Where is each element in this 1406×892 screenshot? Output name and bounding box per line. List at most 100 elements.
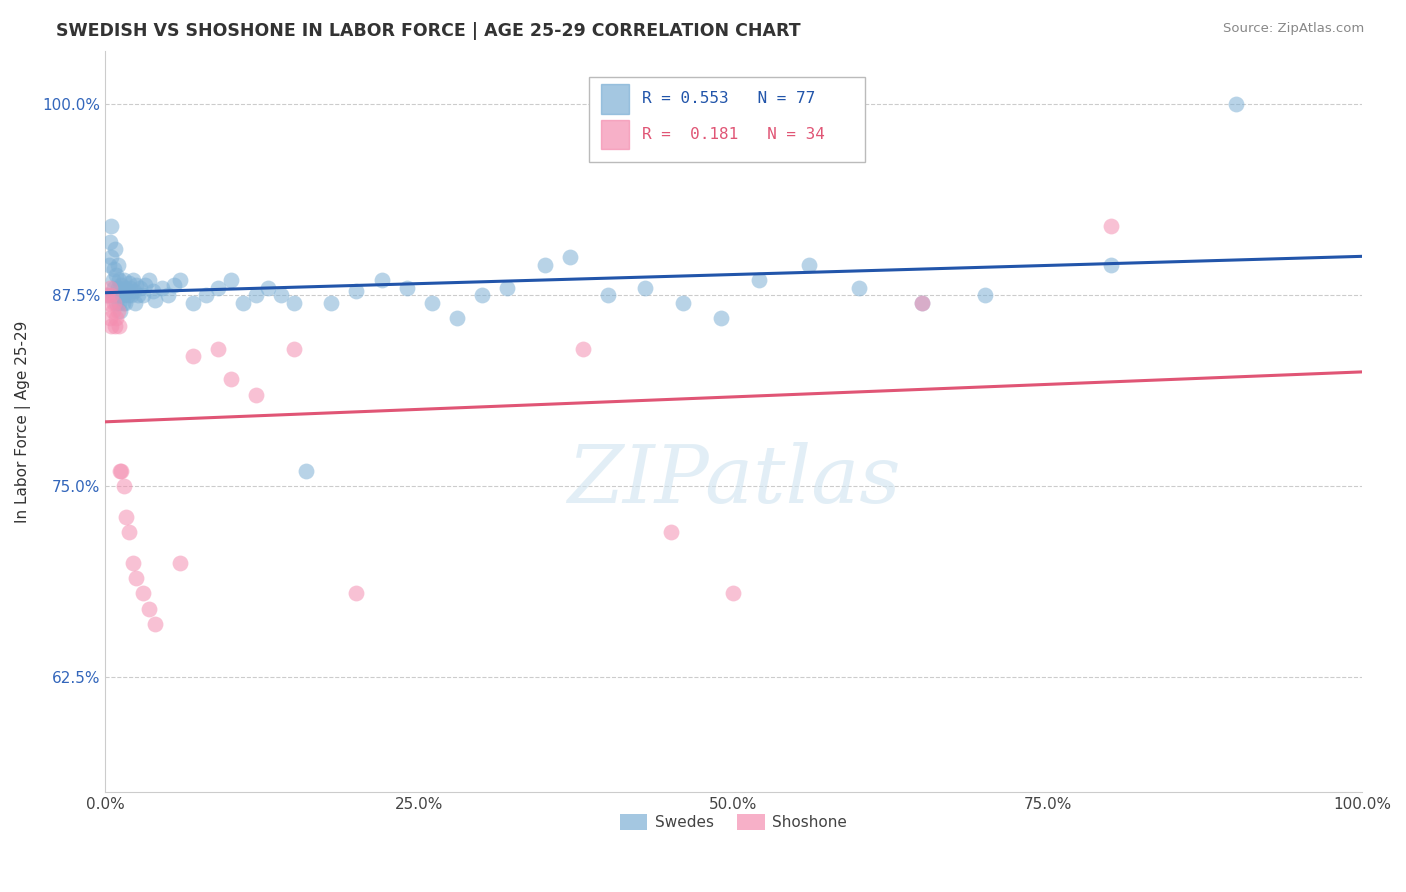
Point xyxy=(321,296,343,310)
Point xyxy=(344,586,367,600)
Point xyxy=(911,296,934,310)
Point xyxy=(107,303,129,318)
Point xyxy=(142,284,165,298)
Point xyxy=(163,277,186,292)
Point xyxy=(446,311,468,326)
Text: R = 0.553   N = 77: R = 0.553 N = 77 xyxy=(641,91,815,106)
Point xyxy=(127,288,149,302)
Point xyxy=(496,280,519,294)
Point xyxy=(710,311,733,326)
Point xyxy=(219,273,242,287)
Point xyxy=(125,571,148,585)
Point xyxy=(131,586,153,600)
Point xyxy=(181,350,204,364)
Point xyxy=(107,273,129,287)
Point xyxy=(100,288,122,302)
Point xyxy=(105,268,128,283)
Point xyxy=(344,284,367,298)
Point xyxy=(534,258,557,272)
Point xyxy=(1099,258,1122,272)
Point xyxy=(112,273,135,287)
Point xyxy=(558,250,581,264)
Point xyxy=(103,280,125,294)
Point xyxy=(245,288,267,302)
Point xyxy=(131,288,153,302)
Point xyxy=(97,296,120,310)
Point xyxy=(156,288,179,302)
Point xyxy=(395,280,418,294)
Point xyxy=(634,280,657,294)
Point xyxy=(138,273,160,287)
Point xyxy=(114,296,136,310)
Text: SWEDISH VS SHOSHONE IN LABOR FORCE | AGE 25-29 CORRELATION CHART: SWEDISH VS SHOSHONE IN LABOR FORCE | AGE… xyxy=(56,22,801,40)
Point xyxy=(596,288,619,302)
Text: Source: ZipAtlas.com: Source: ZipAtlas.com xyxy=(1223,22,1364,36)
Point xyxy=(120,288,142,302)
Point xyxy=(748,273,770,287)
Point xyxy=(118,525,141,540)
Point xyxy=(96,288,118,302)
Point xyxy=(101,273,124,287)
Point xyxy=(110,277,132,292)
Point xyxy=(114,280,136,294)
Point xyxy=(143,293,166,307)
Y-axis label: In Labor Force | Age 25-29: In Labor Force | Age 25-29 xyxy=(15,320,31,523)
Point xyxy=(232,296,254,310)
Point xyxy=(120,280,142,294)
Point xyxy=(370,273,392,287)
Point xyxy=(100,219,122,234)
Point xyxy=(219,372,242,386)
Point xyxy=(108,464,131,478)
Point xyxy=(1099,219,1122,234)
Point xyxy=(108,288,131,302)
Point xyxy=(571,342,593,356)
Point xyxy=(107,280,129,294)
Point xyxy=(118,276,141,290)
Point xyxy=(111,296,134,310)
Text: ZIPatlas: ZIPatlas xyxy=(567,442,900,519)
Point xyxy=(101,303,124,318)
Point xyxy=(105,296,128,310)
Point xyxy=(110,464,132,478)
Point xyxy=(283,342,305,356)
Point xyxy=(125,277,148,292)
Point xyxy=(295,464,318,478)
Point xyxy=(672,296,695,310)
Point xyxy=(115,284,138,298)
Point xyxy=(98,280,121,294)
Point xyxy=(115,509,138,524)
Point xyxy=(169,273,191,287)
Point xyxy=(270,288,292,302)
Point xyxy=(117,288,139,302)
Point xyxy=(100,318,122,333)
Point xyxy=(659,525,682,540)
Point xyxy=(723,586,745,600)
Point xyxy=(257,280,280,294)
Point xyxy=(848,280,870,294)
Point xyxy=(181,296,204,310)
Point xyxy=(108,303,131,318)
Point xyxy=(973,288,995,302)
Point xyxy=(1225,97,1247,112)
Point xyxy=(112,288,135,302)
Point xyxy=(121,556,143,570)
Point xyxy=(103,296,125,310)
Point xyxy=(112,479,135,493)
Point xyxy=(100,250,122,264)
Point xyxy=(134,277,156,292)
Point xyxy=(110,288,132,302)
Point xyxy=(98,311,121,326)
Point xyxy=(122,284,145,298)
FancyBboxPatch shape xyxy=(589,77,866,161)
Point xyxy=(104,318,127,333)
Point xyxy=(138,601,160,615)
Point xyxy=(207,280,229,294)
Point xyxy=(96,288,118,302)
Point xyxy=(101,288,124,302)
Point xyxy=(420,296,443,310)
Legend: Swedes, Shoshone: Swedes, Shoshone xyxy=(614,808,853,836)
Point xyxy=(911,296,934,310)
Point xyxy=(797,258,820,272)
Point xyxy=(169,556,191,570)
Point xyxy=(107,296,129,310)
